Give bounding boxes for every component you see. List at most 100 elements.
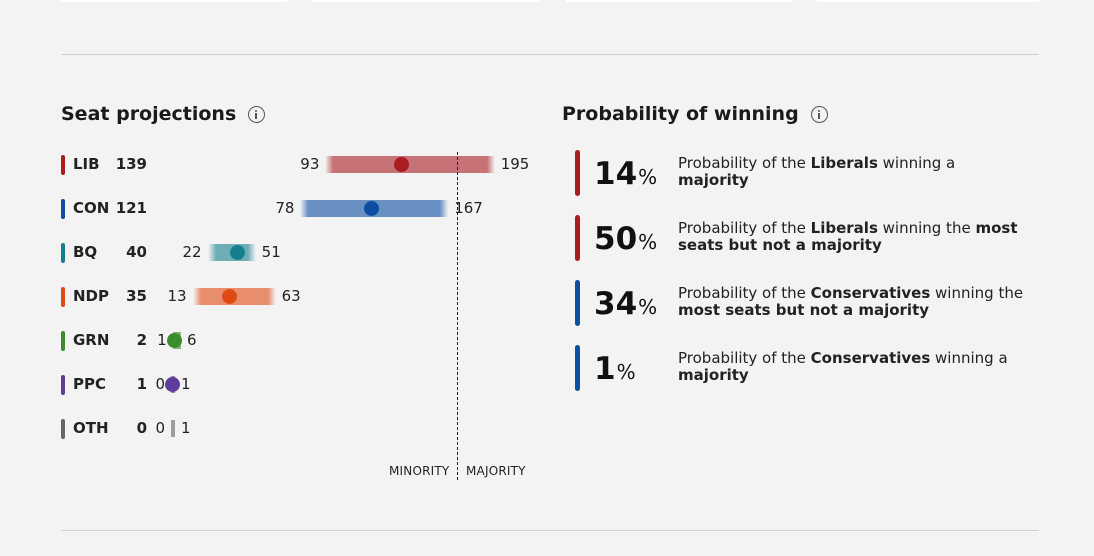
party-name: NDP [73,287,109,305]
probability-number: 50 [594,221,638,257]
party-row: NDP 35 [61,285,161,309]
projection-dot [221,289,237,304]
description-emphasis: Liberals [810,219,878,237]
description-text: winning a [877,154,956,172]
party-row: LIB 139 [61,153,161,177]
seat-projections-title: Seat projections [61,103,266,125]
party-name: BQ [73,243,98,261]
party-seat-count: 121 [115,199,147,217]
projection-dot [165,377,181,392]
description-emphasis: most seats but not a majority [678,301,930,319]
description-text: Probability of the [678,349,811,367]
party-row: OTH 0 [61,417,161,441]
seat-projections-title-text: Seat projections [61,103,237,125]
description-emphasis: Liberals [810,154,878,172]
percent-sign: % [638,295,658,319]
party-row: CON 121 [61,197,161,221]
probability-title-text: Probability of winning [562,103,799,125]
range-high-label: 63 [281,287,301,305]
range-high-label: 51 [261,243,281,261]
divider-top [61,54,1039,55]
party-row: PPC 1 [61,373,161,397]
range-high-label: 6 [186,331,197,349]
party-color-bar [61,155,65,175]
party-name: GRN [73,331,110,349]
party-color-bar [575,215,580,261]
party-seat-count: 35 [126,287,147,305]
top-card-fragment [566,0,792,2]
percent-sign: % [638,230,658,254]
probability-description: Probability of the Liberals winning the … [678,220,1028,254]
party-color-bar [61,199,65,219]
probability-number: 14 [594,156,638,192]
probability-value: 50% [594,221,657,257]
description-text: winning the [930,284,1024,302]
probability-description: Probability of the Conservatives winning… [678,350,1028,384]
top-card-fragment [312,0,540,2]
description-text: winning the [877,219,976,237]
range-low-label: 22 [182,243,202,261]
projection-dot [364,201,380,216]
info-icon[interactable] [248,105,266,123]
top-card-fragment [61,0,287,2]
range-high-label: 1 [181,419,191,437]
party-seat-count: 1 [136,375,147,393]
description-text: Probability of the [678,284,811,302]
party-color-bar [61,375,65,395]
party-seat-count: 2 [136,331,147,349]
range-low-label: 93 [300,155,320,173]
party-row: GRN 2 [61,329,161,353]
projection-dot [166,333,182,348]
range-high-label: 167 [454,199,483,217]
probability-item: 50% Probability of the Liberals winning t… [575,215,1045,261]
info-icon[interactable] [810,105,828,123]
probability-item: 34% Probability of the Conservatives winn… [575,280,1045,326]
description-text: Probability of the [678,219,811,237]
range-high-label: 195 [500,155,530,173]
probability-title: Probability of winning [562,103,828,125]
party-color-bar [575,345,580,391]
probability-item: 14% Probability of the Liberals winning a… [575,150,1045,196]
projection-dot [394,157,410,172]
probability-value: 14% [594,156,657,192]
range-low-label: 1 [157,331,167,349]
probability-description: Probability of the Conservatives winning… [678,285,1028,319]
probability-value: 1% [594,351,636,387]
projection-dot [229,245,245,260]
probability-item: 1% Probability of the Conservatives winni… [575,345,1045,391]
range-low-label: 0 [155,375,165,393]
description-text: Probability of the [678,154,811,172]
description-emphasis: majority [678,366,749,384]
divider-bottom [61,530,1039,531]
party-seat-count: 0 [136,419,147,437]
percent-sign: % [616,360,636,384]
majority-threshold-line [457,152,458,480]
party-color-bar [61,287,65,307]
description-emphasis: Conservatives [810,349,931,367]
party-seat-count: 139 [115,155,147,173]
party-name: LIB [73,155,100,173]
seat-range-bar [325,156,495,173]
probability-description: Probability of the Liberals winning a ma… [678,155,1028,189]
range-low-label: 0 [155,419,165,437]
description-text: winning a [930,349,1008,367]
majority-label: MAJORITY [466,464,526,478]
party-seat-count: 40 [126,243,147,261]
party-row: BQ 40 [61,241,161,265]
party-name: PPC [73,375,106,393]
seat-range-bar [171,420,175,437]
party-name: CON [73,199,110,217]
party-color-bar [61,419,65,439]
party-color-bar [575,150,580,196]
probability-number: 1 [594,351,616,387]
party-color-bar [61,331,65,351]
description-emphasis: most seats but not a majority [678,219,1018,254]
description-emphasis: Conservatives [810,284,931,302]
range-low-label: 13 [167,287,187,305]
probability-value: 34% [594,286,657,322]
range-low-label: 78 [275,199,295,217]
probability-number: 34 [594,286,638,322]
percent-sign: % [638,165,658,189]
party-color-bar [575,280,580,326]
party-color-bar [61,243,65,263]
